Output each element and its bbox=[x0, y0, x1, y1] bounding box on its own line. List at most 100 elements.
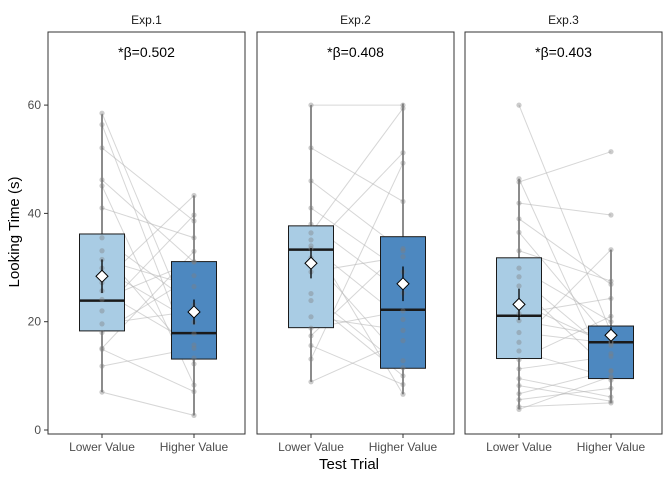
data-point bbox=[308, 221, 314, 227]
data-point bbox=[516, 404, 522, 410]
data-point bbox=[400, 105, 406, 111]
mean-diamond bbox=[95, 269, 109, 283]
data-point bbox=[191, 388, 197, 395]
paired-line bbox=[310, 108, 404, 234]
data-point bbox=[99, 345, 105, 351]
data-point bbox=[308, 290, 314, 297]
data-point bbox=[308, 333, 314, 339]
x-tick-label: Higher Value bbox=[160, 440, 229, 454]
data-point bbox=[400, 316, 406, 323]
data-point bbox=[516, 102, 522, 108]
data-point bbox=[99, 183, 105, 189]
paired-line bbox=[310, 345, 404, 385]
paired-line bbox=[518, 104, 612, 333]
data-point bbox=[400, 365, 406, 371]
data-point bbox=[516, 382, 522, 389]
data-point bbox=[99, 235, 105, 241]
data-point bbox=[516, 229, 522, 235]
x-tick-label: Lower Value bbox=[278, 440, 344, 454]
data-point bbox=[516, 366, 522, 372]
x-tick-label: Higher Value bbox=[577, 440, 646, 454]
data-point bbox=[99, 110, 105, 116]
paired-line bbox=[101, 179, 195, 263]
data-point bbox=[308, 314, 314, 320]
paired-line bbox=[101, 348, 195, 393]
paired-line bbox=[518, 378, 612, 398]
paired-line bbox=[310, 147, 404, 202]
data-point bbox=[608, 377, 614, 383]
data-point bbox=[400, 150, 406, 156]
y-tick-label: 0 bbox=[34, 423, 41, 437]
data-point bbox=[400, 254, 406, 260]
data-point bbox=[608, 368, 614, 375]
data-point bbox=[191, 273, 197, 279]
data-point bbox=[608, 367, 614, 374]
data-point bbox=[400, 338, 406, 344]
panel-border bbox=[256, 31, 455, 435]
panel-annotation: *β=0.408 bbox=[327, 44, 384, 60]
data-point bbox=[608, 319, 614, 325]
panel-3: Exp.3 *β=0.403 Lower Value Higher Value bbox=[464, 13, 663, 454]
y-axis-title: Looking Time (s) bbox=[6, 177, 23, 288]
data-point bbox=[608, 373, 614, 379]
mean-diamond bbox=[512, 297, 526, 312]
data-point bbox=[99, 248, 105, 254]
data-point bbox=[99, 177, 105, 183]
y-tick-label: 60 bbox=[28, 98, 42, 112]
y-tick-label: 40 bbox=[28, 206, 42, 220]
data-point bbox=[400, 327, 406, 333]
data-point bbox=[516, 216, 522, 222]
data-point bbox=[308, 356, 314, 362]
data-point bbox=[608, 342, 614, 349]
data-point bbox=[516, 348, 522, 354]
paired-line bbox=[101, 391, 195, 416]
data-point bbox=[400, 308, 406, 314]
data-point bbox=[516, 179, 522, 185]
data-point bbox=[608, 278, 614, 284]
data-point bbox=[608, 247, 614, 253]
data-point bbox=[191, 258, 197, 265]
data-point bbox=[608, 400, 614, 406]
data-point bbox=[516, 397, 522, 403]
data-point bbox=[99, 121, 105, 128]
data-point bbox=[191, 331, 197, 337]
data-point bbox=[99, 308, 105, 314]
panel-annotation: *β=0.502 bbox=[118, 44, 175, 60]
panel-border bbox=[47, 31, 246, 435]
data-point bbox=[516, 357, 522, 363]
data-point bbox=[308, 342, 314, 349]
panel-2: Exp.2 *β=0.408 Lower Value Higher Value bbox=[256, 13, 455, 454]
data-point bbox=[516, 274, 522, 280]
panel-1: Exp.1 *β=0.502 Lower Value Higher Value bbox=[47, 13, 246, 454]
panel-title: Exp.2 bbox=[340, 13, 371, 27]
data-point bbox=[516, 283, 522, 289]
data-point bbox=[191, 212, 197, 218]
mean-diamond bbox=[187, 305, 201, 319]
data-point bbox=[516, 391, 522, 397]
data-point bbox=[516, 265, 522, 271]
data-point bbox=[516, 318, 522, 324]
paired-line bbox=[518, 151, 612, 183]
panel-border bbox=[464, 31, 663, 435]
data-point bbox=[400, 160, 406, 166]
data-point bbox=[191, 355, 197, 361]
data-point bbox=[608, 385, 614, 391]
data-point bbox=[516, 329, 522, 336]
x-tick-label: Higher Value bbox=[369, 440, 438, 454]
data-point bbox=[400, 373, 406, 379]
data-point bbox=[99, 329, 105, 336]
data-point bbox=[400, 358, 406, 364]
data-point bbox=[516, 406, 522, 413]
paired-line bbox=[518, 385, 612, 402]
data-point bbox=[308, 325, 314, 331]
data-point bbox=[608, 353, 614, 359]
data-point bbox=[516, 248, 522, 254]
data-point bbox=[308, 379, 314, 385]
data-point bbox=[99, 321, 105, 327]
data-point bbox=[99, 363, 105, 369]
box-higher-value bbox=[171, 261, 217, 360]
data-point bbox=[608, 394, 614, 400]
data-point bbox=[516, 339, 522, 345]
